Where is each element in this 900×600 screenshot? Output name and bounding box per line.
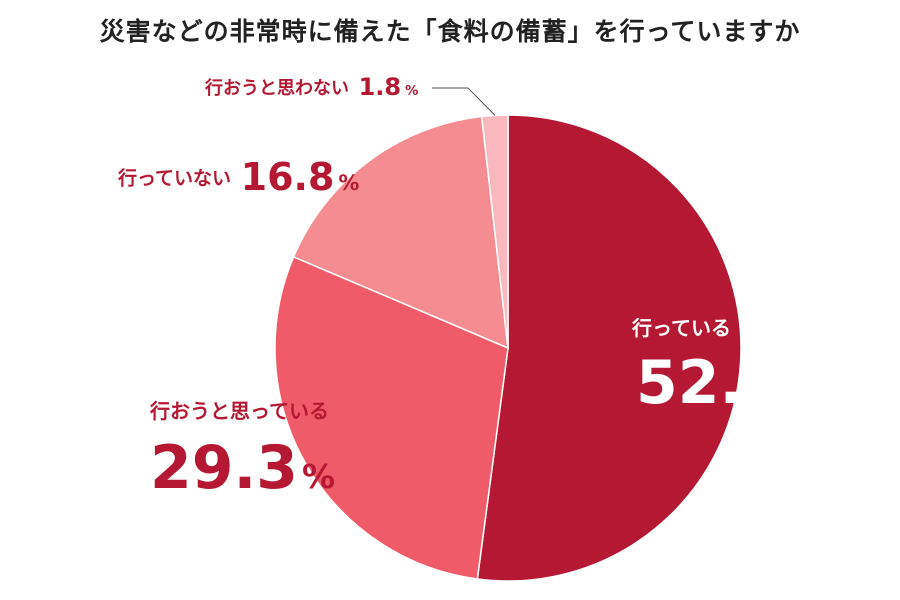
leader-line <box>432 87 496 116</box>
slice-percentage: 29.3 <box>150 433 299 503</box>
slice-category: 行おうと思わない <box>205 78 349 99</box>
slice-percentage: 52.1 <box>636 348 785 418</box>
chart-title: 災害などの非常時に備えた「食料の備蓄」を行っていますか <box>99 17 801 46</box>
slice-label-yatteinai: 行っていない 16.8% <box>118 155 359 199</box>
slice-label-yaroutoomotteiru: 行おうと思っている 29.3% <box>150 395 335 498</box>
pie-slice-yaroutoomotteiru <box>274 255 509 580</box>
slice-category: 行っていない <box>118 167 232 190</box>
percent-unit: % <box>405 84 419 99</box>
percent-unit: % <box>338 171 360 195</box>
slice-percentage: 1.8 <box>358 73 402 101</box>
percent-unit: % <box>302 457 336 496</box>
slice-percentage: 16.8 <box>240 155 335 199</box>
slice-label-yaroutoomowanai: 行おうと思わない 1.8% <box>205 73 418 101</box>
slice-label-yatteiru: 行っている 52.1% <box>632 312 821 413</box>
pie-slice-yatteiru <box>476 114 742 582</box>
slice-category: 行おうと思っている <box>150 399 329 423</box>
percent-unit: % <box>788 372 822 411</box>
pie-slice-yatteinai <box>292 115 509 350</box>
slice-category: 行っている <box>632 316 731 340</box>
